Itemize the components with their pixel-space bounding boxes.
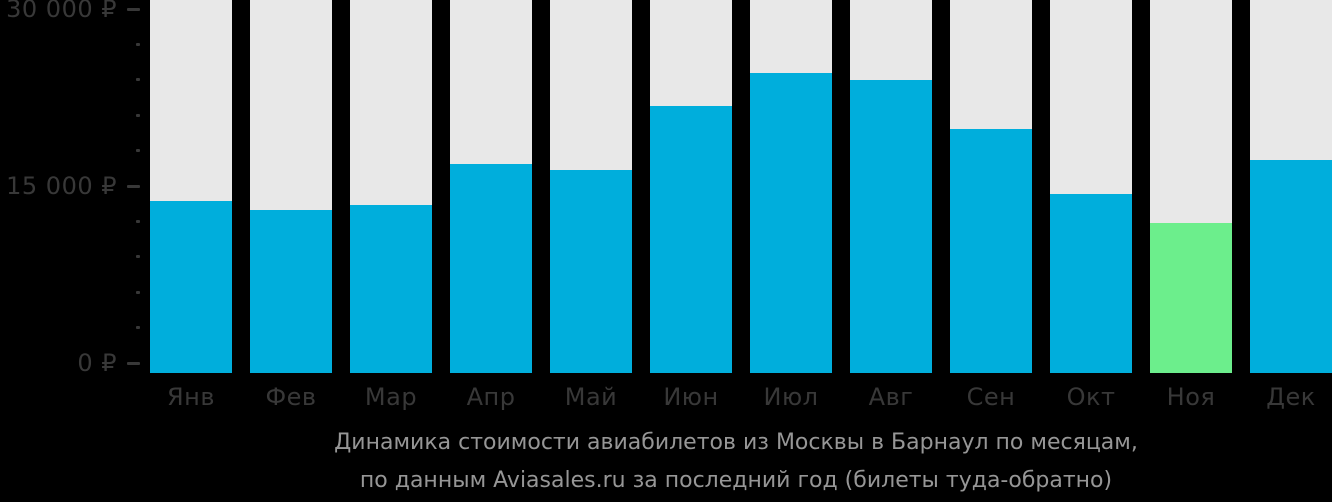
bar-Сен [950,129,1032,373]
x-label-Апр: Апр [466,383,516,411]
y-tick-6000 [136,290,140,294]
caption-line-1: Динамика стоимости авиабилетов из Москвы… [334,430,1138,455]
bar-Июн [650,105,732,373]
y-tick-27000 [136,42,140,46]
bar-Авг [850,79,932,373]
x-label-Дек: Дек [1266,383,1316,411]
x-label-Сен: Сен [966,383,1016,411]
y-tick-18000 [136,149,140,153]
x-axis: Янв Фев Мар Апр Май Июн Июл Авг Сен Окт Ноя Дек [150,383,1332,411]
y-tick-9000 [136,255,140,259]
y-axis-label-30000: 30 000 ₽ [6,0,117,23]
chart-caption: Динамика стоимости авиабилетов из Москвы… [140,424,1332,500]
bar-track-Янв [150,0,232,373]
x-label-Авг: Авг [868,383,914,411]
bar-track-Ноя [1150,0,1232,373]
bar-Мар [350,204,432,373]
bar-track-Окт [1050,0,1132,373]
y-tick-3000 [136,326,140,330]
x-label-Июл: Июл [763,383,819,411]
bar-Май [550,169,632,373]
bar-Ноя [1150,222,1232,373]
caption-line-2: по данным Aviasales.ru за последний год … [359,468,1113,493]
plot-area [150,0,1332,373]
y-tick-24000 [136,78,140,82]
y-tick-0 [127,361,140,365]
bar-Дек [1250,160,1332,373]
bar-track-Июн [650,0,732,373]
bar-track-Май [550,0,632,373]
y-axis-label-15000: 15 000 ₽ [6,172,117,200]
bar-track-Авг [850,0,932,373]
bar-track-Фев [250,0,332,373]
y-tick-21000 [136,113,140,117]
y-axis: 0 ₽ 15 000 ₽ 30 000 ₽ [0,0,140,377]
bar-track-Апр [450,0,532,373]
bar-track-Июл [750,0,832,373]
y-axis-label-0: 0 ₽ [77,349,117,377]
bar-track-Сен [950,0,1032,373]
x-label-Июн: Июн [663,383,719,411]
x-label-Май: Май [564,383,618,411]
bar-Июл [750,72,832,373]
bar-track-Мар [350,0,432,373]
x-label-Окт: Окт [1066,383,1116,411]
bar-Фев [250,209,332,373]
bar-Окт [1050,194,1132,373]
x-label-Ноя: Ноя [1166,383,1216,411]
x-label-Фев: Фев [265,383,317,411]
bar-track-Дек [1250,0,1332,373]
x-label-Янв: Янв [166,383,215,411]
y-tick-12000 [136,219,140,223]
x-label-Мар: Мар [364,383,418,411]
bar-Янв [150,201,232,373]
y-tick-30000 [127,7,140,11]
y-tick-15000 [127,184,140,188]
bar-Апр [450,163,532,373]
